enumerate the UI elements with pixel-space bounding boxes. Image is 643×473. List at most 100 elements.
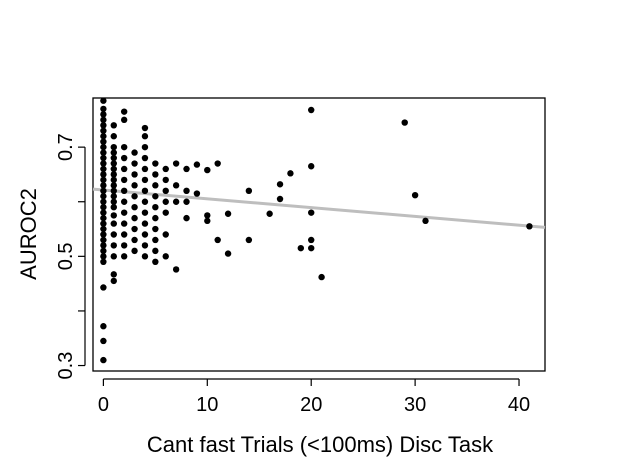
data-point (110, 277, 117, 285)
data-point (152, 182, 159, 189)
data-point (401, 119, 408, 126)
data-point (110, 271, 117, 278)
data-point (120, 108, 128, 115)
data-point (110, 212, 117, 219)
data-point (204, 217, 211, 225)
data-point (120, 209, 128, 216)
data-point (141, 165, 149, 173)
data-point (110, 198, 117, 205)
data-point (120, 165, 128, 173)
data-point (120, 231, 128, 238)
data-point (422, 217, 429, 225)
data-point (152, 214, 159, 222)
data-point (141, 198, 149, 205)
data-point (110, 160, 117, 167)
data-point (110, 122, 117, 129)
data-point (100, 209, 107, 216)
data-point (224, 210, 232, 217)
data-point (131, 182, 138, 189)
data-point (204, 212, 211, 219)
data-point (141, 209, 149, 216)
data-point (100, 111, 107, 118)
x-tick-label: 30 (404, 394, 426, 416)
data-point (110, 253, 117, 260)
data-point (287, 170, 294, 177)
fit-line-layer (92, 187, 546, 229)
x-axis: 0 10 20 30 40 (98, 378, 530, 416)
data-point (308, 236, 315, 244)
data-point (141, 220, 149, 227)
data-point (100, 242, 107, 249)
data-point (152, 247, 159, 255)
data-point (162, 176, 169, 184)
regression-line (92, 187, 546, 229)
data-point (214, 160, 221, 167)
data-point (100, 116, 107, 124)
data-point (100, 122, 107, 129)
data-point (141, 253, 149, 260)
data-point (162, 198, 169, 205)
data-point (120, 176, 128, 184)
x-tick-label: 40 (508, 394, 530, 416)
data-point (120, 242, 128, 249)
data-point (276, 181, 284, 188)
data-point (193, 161, 201, 168)
data-point (172, 160, 180, 167)
data-point (100, 284, 107, 291)
data-point (110, 149, 117, 156)
data-point (110, 182, 117, 189)
data-point (110, 154, 117, 162)
x-tick-label: 10 (196, 394, 218, 416)
data-point (152, 236, 159, 244)
y-tick-label: 0.3 (55, 352, 77, 380)
data-point (141, 242, 149, 249)
data-point (152, 204, 159, 211)
data-point (276, 195, 284, 203)
data-point (100, 356, 107, 364)
data-point (172, 182, 180, 189)
data-point (183, 165, 190, 173)
data-point (100, 247, 107, 255)
y-axis-label: AUROC2 (16, 188, 41, 280)
data-point (308, 106, 315, 114)
data-point (120, 116, 128, 124)
data-point (131, 225, 138, 233)
data-point (100, 253, 107, 260)
data-point (100, 138, 107, 145)
data-point (131, 214, 138, 222)
data-point (100, 182, 107, 189)
data-point (100, 143, 107, 151)
data-point (141, 231, 149, 238)
data-point (120, 198, 128, 205)
data-point (110, 176, 117, 184)
data-point (120, 187, 128, 195)
data-point (110, 193, 117, 200)
data-point (120, 220, 128, 227)
data-point (110, 204, 117, 211)
data-point (100, 97, 107, 104)
data-point (131, 160, 138, 167)
data-point (100, 258, 107, 265)
data-point (308, 163, 315, 170)
data-point (100, 337, 107, 345)
data-point (100, 323, 107, 330)
data-point (100, 204, 107, 211)
data-point (141, 187, 149, 195)
data-point (411, 191, 419, 199)
data-point (152, 160, 159, 167)
data-point (120, 143, 128, 151)
data-point (131, 193, 138, 200)
y-tick-label: 0.5 (55, 242, 77, 270)
data-point (100, 231, 107, 238)
data-point (100, 225, 107, 233)
data-point (214, 236, 221, 244)
data-point (110, 231, 117, 238)
data-point (183, 214, 190, 222)
data-point (110, 143, 117, 151)
data-point (100, 198, 107, 205)
data-point (100, 220, 107, 227)
data-point (193, 190, 201, 197)
data-point (110, 165, 117, 173)
data-point (141, 176, 149, 184)
